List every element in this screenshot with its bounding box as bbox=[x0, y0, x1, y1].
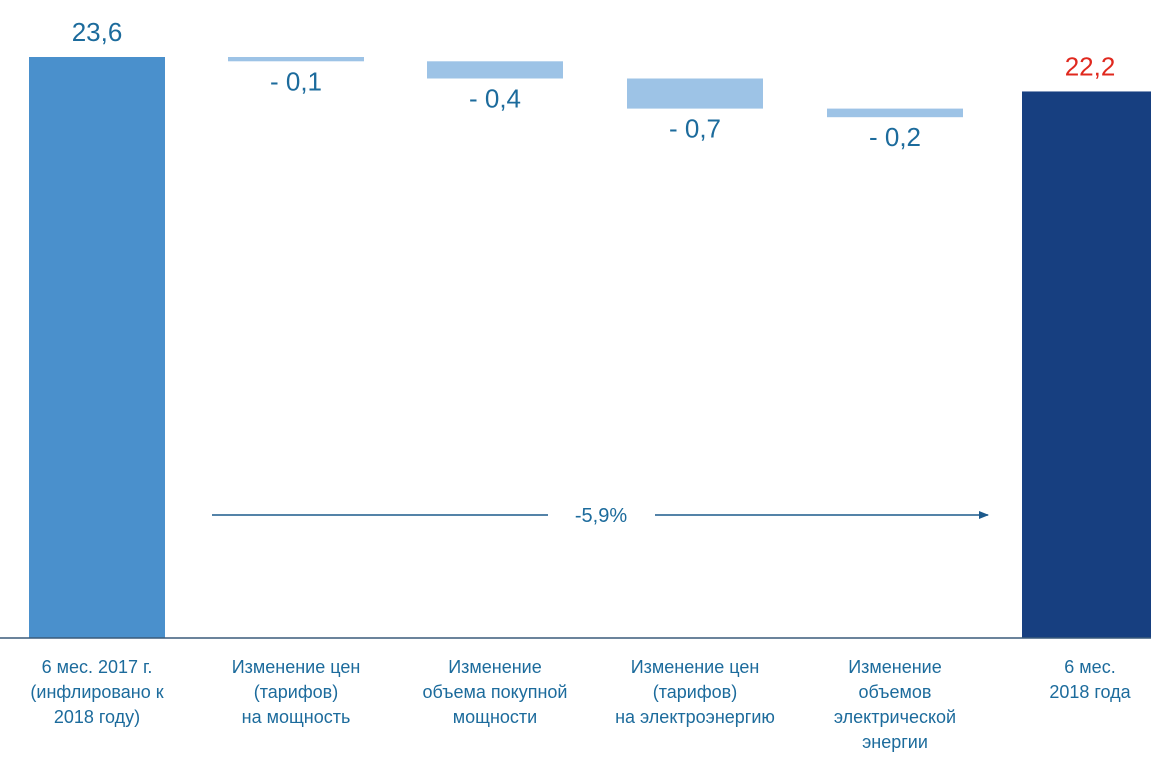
bar-delta-4 bbox=[827, 108, 963, 118]
value-label-0: 23,6 bbox=[72, 17, 123, 47]
bar-delta-3 bbox=[627, 78, 763, 109]
category-label-5: 6 мес. 2018 года bbox=[1049, 657, 1131, 702]
change-annotation: -5,9% bbox=[212, 505, 989, 527]
category-label-2: Изменение объема покупной мощности bbox=[422, 657, 568, 727]
category-label-3: Изменение цен (тарифов) на электроэнерги… bbox=[615, 657, 775, 727]
change-annotation-label: -5,9% bbox=[575, 505, 627, 527]
category-label-1: Изменение цен (тарифов) на мощность bbox=[231, 657, 361, 727]
value-label-1: - 0,1 bbox=[270, 66, 322, 96]
value-label-4: - 0,2 bbox=[869, 122, 921, 152]
bar-delta-1 bbox=[228, 57, 364, 62]
category-label-4: Изменение объемов электрической энергии bbox=[833, 657, 957, 752]
bar-start-total bbox=[29, 57, 165, 638]
value-label-5: 22,2 bbox=[1065, 51, 1116, 81]
bar-delta-2 bbox=[427, 61, 563, 79]
category-label-0: 6 мес. 2017 г. (инфлировано к 2018 году) bbox=[30, 657, 164, 727]
value-label-2: - 0,4 bbox=[469, 84, 521, 114]
value-label-3: - 0,7 bbox=[669, 114, 721, 144]
bar-end-total bbox=[1022, 91, 1151, 638]
